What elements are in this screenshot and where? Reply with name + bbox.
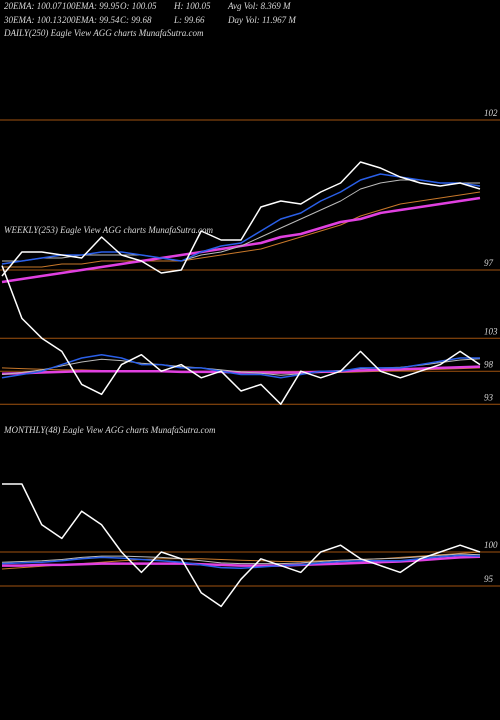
y-tick-label: 95 (484, 574, 494, 584)
stat: 200EMA: 99.54 (62, 15, 120, 25)
price-line (1, 353, 480, 379)
y-tick-label: 100 (484, 540, 498, 550)
price-line (1, 553, 481, 565)
stat: H: 100.05 (173, 1, 211, 11)
price-line (1, 265, 481, 405)
stat: Avg Vol: 8.369 M (227, 1, 291, 11)
price-line (1, 161, 481, 277)
panel-title: WEEKLY(253) Eagle View AGG charts Munafa… (4, 225, 213, 235)
stat: 30EMA: 100.13 (3, 15, 62, 25)
price-line (2, 483, 481, 608)
stat: 100EMA: 99.95 (62, 1, 120, 11)
header: 20EMA: 100.07 100EMA: 99.95 O: 100.05 H:… (3, 1, 296, 25)
panel-title: DAILY(250) Eagle View AGG charts MunafaS… (3, 28, 204, 38)
y-tick-label: 93 (484, 392, 494, 402)
y-tick-label: 103 (484, 326, 498, 336)
price-line (1, 554, 481, 570)
stat: O: 100.05 (120, 1, 157, 11)
price-line (2, 191, 481, 268)
panel-title: MONTHLY(48) Eagle View AGG charts Munafa… (3, 425, 216, 435)
stat: Day Vol: 11.967 M (227, 15, 296, 25)
y-tick-label: 102 (484, 108, 498, 118)
stat: 20EMA: 100.07 (4, 1, 62, 11)
y-tick-label: 97 (484, 258, 494, 268)
stat: L: 99.66 (173, 15, 205, 25)
stat: C: 99.68 (120, 15, 152, 25)
y-tick-label: 98 (484, 359, 494, 369)
price-line (1, 365, 481, 376)
